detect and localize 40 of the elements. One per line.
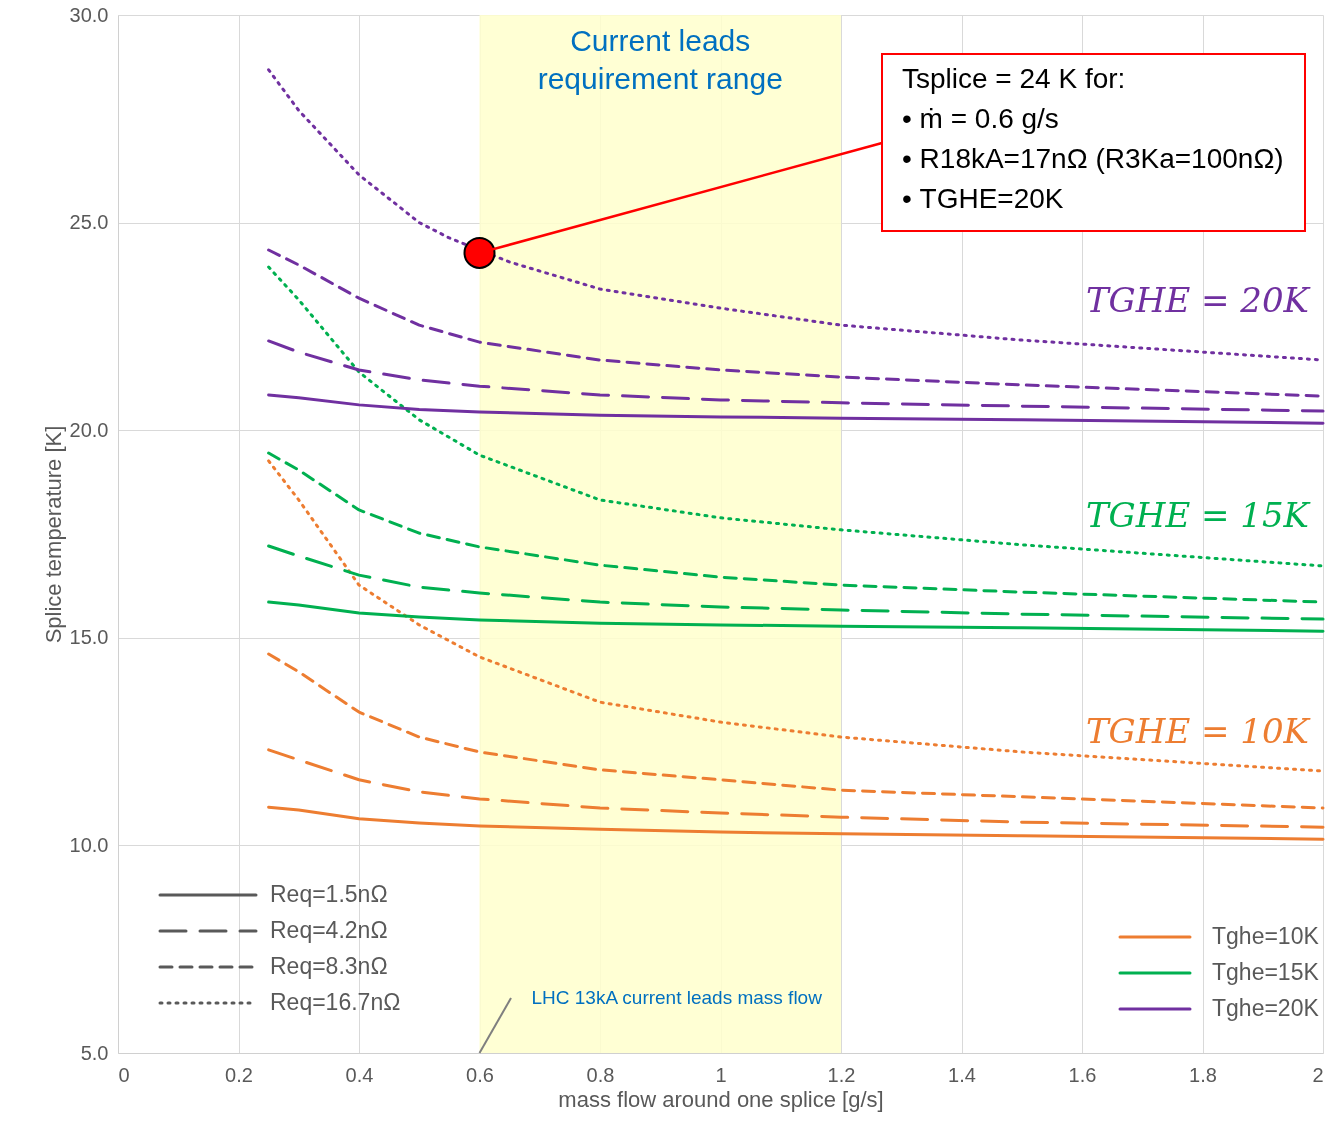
legend-label: Tghe=10K bbox=[1212, 923, 1320, 949]
y-tick-label: 5.0 bbox=[80, 1041, 109, 1064]
x-tick-label: 1.4 bbox=[948, 1063, 976, 1086]
x-tick-label: 0 bbox=[118, 1063, 130, 1086]
y-tick-label: 10.0 bbox=[69, 833, 109, 856]
line-series bbox=[267, 265, 1325, 568]
x-tick-label: 1.2 bbox=[827, 1063, 856, 1086]
x-tick-label: 0.8 bbox=[586, 1063, 615, 1086]
annotation: Req=16.7nΩ bbox=[270, 989, 401, 1015]
x-tick-label: 1.8 bbox=[1189, 1063, 1217, 1086]
annotation: TGHE = 15K bbox=[1085, 495, 1312, 535]
x-tick-label: 0.4 bbox=[345, 1063, 374, 1086]
annotation: TGHE = 10K bbox=[1085, 711, 1312, 751]
x-tick-label: 2 bbox=[1312, 1063, 1324, 1086]
line-series bbox=[267, 393, 1325, 425]
annotation: Req=8.3nΩ bbox=[270, 953, 388, 979]
y-tick-label: 20.0 bbox=[69, 418, 109, 441]
annotation: TGHE = 20K bbox=[1085, 280, 1312, 320]
line-series bbox=[267, 600, 1325, 633]
line-series bbox=[267, 805, 1325, 841]
y-tick-label: 30.0 bbox=[69, 3, 109, 26]
y-tick-label: 25.0 bbox=[69, 211, 109, 234]
line-series bbox=[267, 748, 1325, 829]
y-axis-title: Splice temperature [K] bbox=[40, 425, 66, 644]
x-tick-label: 0.2 bbox=[225, 1063, 253, 1086]
line-series bbox=[267, 652, 1325, 810]
x-axis-title: mass flow around one splice [g/s] bbox=[558, 1086, 884, 1112]
legend-label: Tghe=20K bbox=[1212, 995, 1320, 1021]
line-series bbox=[267, 339, 1325, 413]
x-tick-label: 1.6 bbox=[1068, 1063, 1097, 1086]
line-series bbox=[267, 544, 1325, 621]
annotation: LHC 13kA current leads mass flow bbox=[531, 987, 823, 1008]
band-label: Current leads requirement range bbox=[537, 24, 783, 95]
y-tick-label: 15.0 bbox=[69, 626, 109, 649]
annotation: Req=4.2nΩ bbox=[270, 917, 388, 943]
x-tick-label: 1 bbox=[715, 1063, 727, 1086]
legend-label: Tghe=15K bbox=[1212, 959, 1320, 985]
x-tick-label: 0.6 bbox=[466, 1063, 494, 1086]
annotation: Req=1.5nΩ bbox=[270, 881, 388, 907]
annotation: Tsplice = 24 K for: • ṁ = 0.6 g/s • R18kA=17nΩ (R3Ka=100nΩ) • TGHE=20K bbox=[902, 63, 1284, 214]
